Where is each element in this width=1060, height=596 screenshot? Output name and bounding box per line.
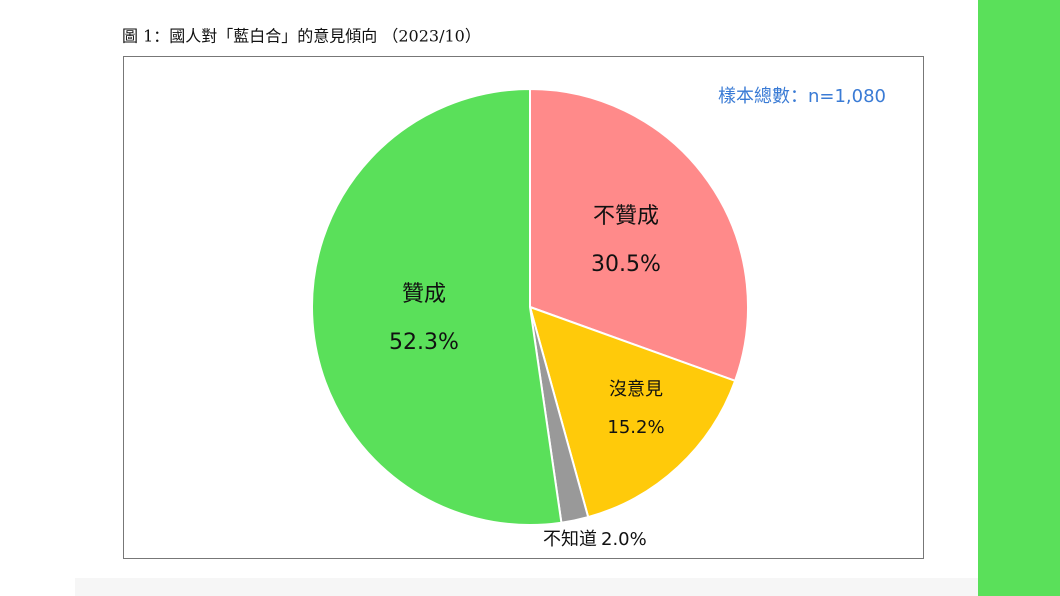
slice-value-label: 52.3%	[389, 330, 459, 355]
slice-value-label: 30.5%	[591, 252, 661, 277]
slice-label: 不知道	[543, 529, 597, 550]
bottom-strip	[75, 578, 978, 596]
slice-value-label: 15.2%	[607, 417, 664, 438]
sample-size-note: 樣本總數：n=1,080	[718, 86, 886, 107]
chart-title: 圖 1：國人對「藍白合」的意見傾向 （2023/10）	[122, 27, 481, 46]
slice-label: 不贊成	[593, 204, 659, 229]
pie-slice	[311, 87, 563, 526]
pie-slice	[528, 305, 737, 519]
pie-slice	[529, 87, 749, 383]
side-bar	[978, 0, 1060, 596]
slice-value-label: 2.0%	[601, 529, 647, 550]
slice-label: 沒意見	[609, 379, 663, 400]
slice-label: 贊成	[402, 282, 446, 307]
